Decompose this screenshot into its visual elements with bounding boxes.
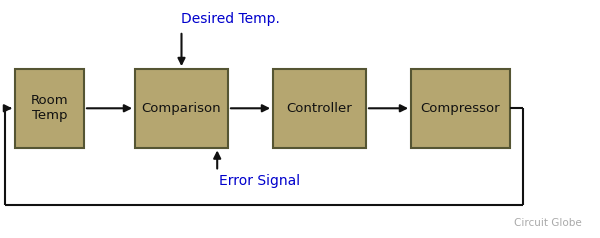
Text: Room
Temp: Room Temp xyxy=(31,94,68,122)
FancyBboxPatch shape xyxy=(15,69,84,148)
FancyBboxPatch shape xyxy=(411,69,510,148)
Text: Comparison: Comparison xyxy=(142,102,221,115)
FancyBboxPatch shape xyxy=(135,69,228,148)
Text: Controller: Controller xyxy=(287,102,352,115)
Text: Compressor: Compressor xyxy=(421,102,500,115)
Text: Circuit Globe: Circuit Globe xyxy=(514,218,582,228)
Text: Desired Temp.: Desired Temp. xyxy=(181,12,280,26)
FancyBboxPatch shape xyxy=(273,69,366,148)
Text: Error Signal: Error Signal xyxy=(219,174,300,188)
